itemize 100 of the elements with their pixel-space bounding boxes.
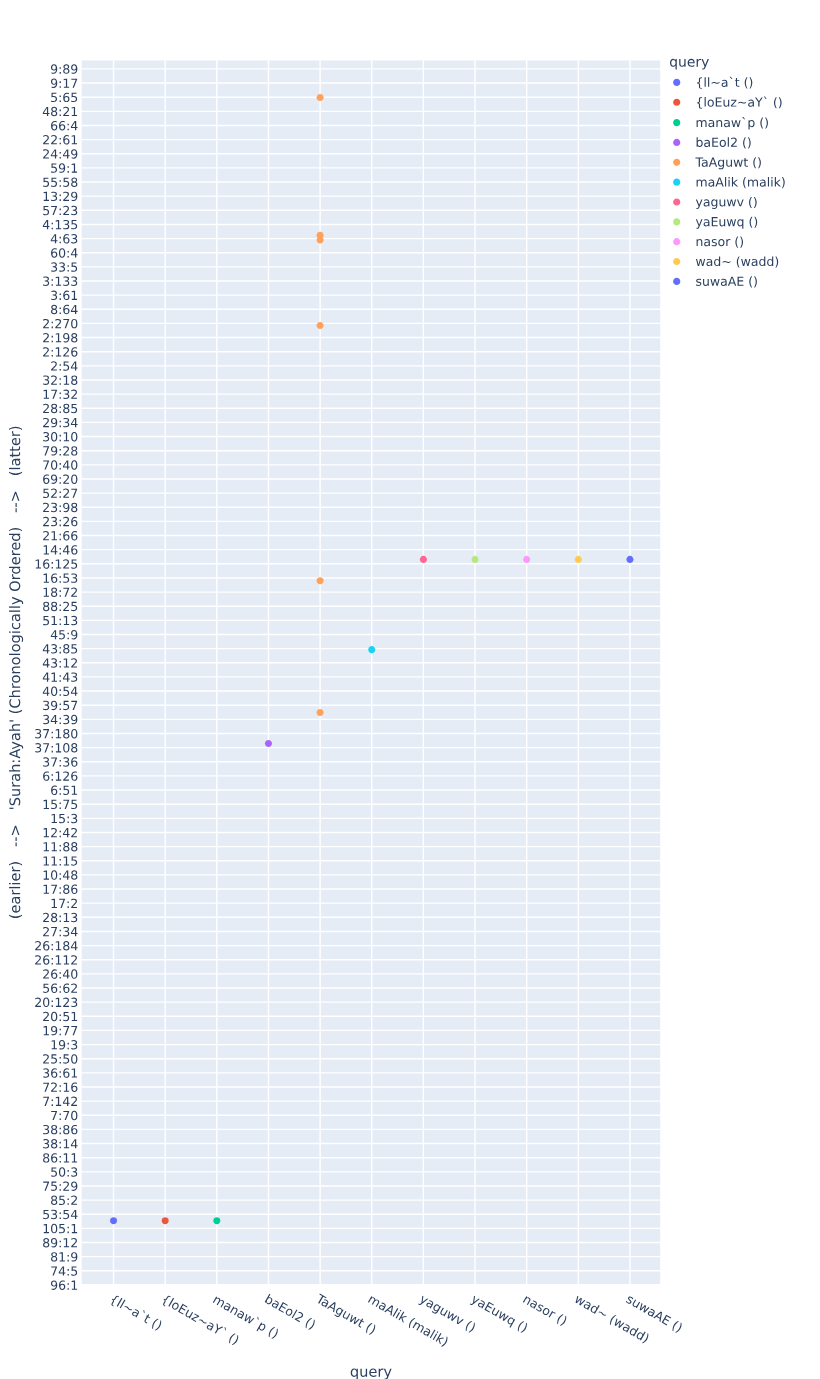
category-label: 16:125 [35, 559, 78, 569]
category-label: 11:88 [43, 842, 78, 852]
category-label: 89:12 [43, 1238, 77, 1248]
category-label: 2:198 [43, 333, 78, 343]
category-label: 41:43 [42, 672, 78, 682]
category-label: 37:180 [35, 728, 78, 739]
category-label: 43:12 [42, 658, 77, 668]
category-label: 33:5 [51, 262, 78, 272]
category-label: 17:32 [43, 389, 77, 400]
category-label: 7:142 [43, 1096, 77, 1106]
category-label: 57:23 [43, 205, 78, 216]
legend-label: wad~ (wadd) [695, 256, 779, 268]
category-label: 4:63 [50, 234, 78, 244]
category-label: 19:77 [43, 1025, 78, 1036]
category-label: 15:75 [43, 799, 78, 810]
category-label: 21:66 [43, 531, 78, 541]
category-label: 36:61 [43, 1068, 78, 1078]
category-label: 34:39 [43, 714, 78, 725]
category-label: 86:11 [43, 1153, 78, 1163]
category-label: 52:27 [43, 488, 78, 499]
category-label: 8:64 [51, 304, 78, 315]
legend-label: nasor () [696, 236, 743, 248]
category-label: 9:89 [50, 64, 78, 74]
legend-label: {ll~a`t () [697, 76, 753, 89]
category-label: 85:2 [51, 1195, 77, 1206]
category-label: 19:3 [51, 1040, 78, 1050]
category-label: 16:53 [43, 573, 78, 583]
category-label: 22:61 [43, 135, 78, 145]
category-label: 26:184 [35, 941, 78, 951]
category-label: 79:28 [43, 446, 78, 456]
category-label: 14:46 [43, 545, 78, 555]
x-axis-title: query [350, 1368, 392, 1379]
category-label: 27:34 [43, 926, 78, 937]
legend-label: TaAguwt () [695, 157, 761, 170]
category-label: 26:112 [35, 955, 77, 965]
category-label: 72:16 [43, 1082, 78, 1092]
legend-label: suwaAE () [696, 276, 757, 288]
legend-label: {loEuz~aY` () [697, 96, 782, 109]
category-label: 37:108 [35, 743, 78, 753]
category-label: 32:18 [43, 375, 78, 385]
category-label: 28:13 [43, 912, 78, 923]
category-label: 30:10 [43, 432, 78, 442]
category-label: 3:61 [51, 290, 78, 301]
category-label: 96:1 [50, 1280, 78, 1290]
category-label: 17:86 [43, 884, 78, 894]
category-label: 50:3 [51, 1167, 78, 1177]
category-label: 10:48 [43, 870, 78, 880]
category-label: 23:98 [43, 502, 78, 513]
category-label: 38:86 [43, 1124, 78, 1135]
category-label: 88:25 [43, 601, 78, 612]
category-label: 53:54 [43, 1209, 78, 1220]
category-label: 9:17 [50, 78, 78, 88]
category-label: 74:5 [51, 1266, 78, 1276]
category-label: 28:85 [43, 403, 78, 414]
category-label: 48:21 [42, 106, 78, 117]
category-label: 59:1 [51, 163, 78, 173]
category-label: 25:50 [43, 1054, 78, 1064]
category-label: 17:2 [51, 898, 77, 908]
legend-label: baEol2 () [696, 137, 751, 149]
category-label: 2:270 [43, 318, 78, 329]
legend-label: yaguwv () [695, 196, 757, 209]
category-label: 2:126 [43, 347, 78, 357]
category-label: 6:51 [51, 785, 78, 795]
category-label: 43:85 [42, 644, 78, 654]
category-label: 56:62 [43, 983, 77, 993]
category-label: 20:51 [43, 1011, 78, 1022]
category-label: 11:15 [43, 856, 78, 866]
category-label: 37:36 [43, 757, 78, 767]
category-label: 29:34 [43, 417, 78, 428]
category-label: 15:3 [51, 813, 78, 824]
category-label: 38:14 [43, 1139, 78, 1149]
category-label: 51:13 [43, 615, 78, 626]
category-label: 2:54 [51, 361, 78, 371]
category-label: 26:40 [43, 969, 78, 979]
category-label: 81:9 [51, 1252, 78, 1262]
category-label: 69:20 [43, 474, 78, 484]
category-label: 6:126 [43, 771, 78, 781]
category-label: 60:4 [51, 248, 78, 258]
category-label: 55:58 [43, 177, 78, 187]
y-axis-title: (earlier) --> 'Surah:Ayah' (Chronologically Ordered) --> (latter) [9, 426, 24, 918]
category-label: 5:65 [51, 92, 78, 103]
legend-label: maAlik (malik) [696, 177, 785, 189]
category-label: 75:29 [43, 1181, 78, 1191]
category-label: 20:123 [35, 997, 78, 1008]
category-label: 105:1 [43, 1223, 78, 1234]
category-label: 66:4 [51, 120, 78, 131]
category-label: 45:9 [50, 629, 78, 640]
category-label: 24:49 [43, 149, 78, 159]
category-label: 39:57 [43, 700, 78, 711]
legend-label: manaw`p () [696, 116, 768, 130]
category-label: 7:70 [51, 1110, 78, 1121]
category-label: 18:72 [43, 587, 77, 598]
category-label: 70:40 [43, 460, 78, 470]
category-label: 3:133 [43, 276, 78, 286]
legend-label: yaEuwq () [695, 216, 758, 229]
legend-title: query [669, 58, 709, 70]
category-label: 4:135 [42, 219, 78, 230]
category-label: 40:54 [42, 686, 78, 696]
category-label: 13:29 [43, 191, 78, 202]
category-label: 12:42 [43, 827, 77, 838]
